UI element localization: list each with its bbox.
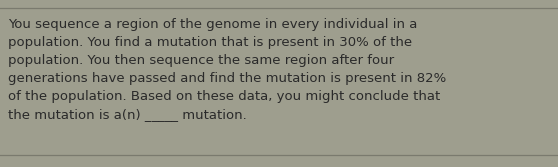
Text: You sequence a region of the genome in every individual in a
population. You fin: You sequence a region of the genome in e… (8, 18, 446, 121)
